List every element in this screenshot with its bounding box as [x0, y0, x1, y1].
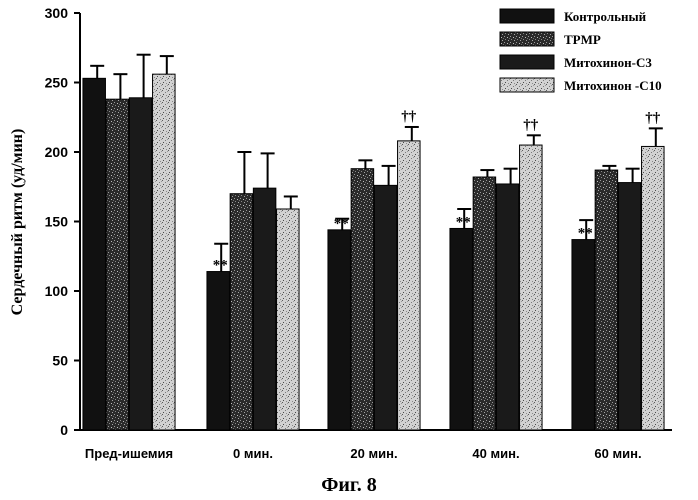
y-tick-label: 300 [45, 5, 69, 21]
annotations-group: ** ** ** ** †† †† †† [213, 109, 661, 274]
bar [276, 208, 300, 431]
category-label: Пред-ишемия [85, 446, 173, 461]
significance-marker: ** [578, 226, 593, 242]
bar [449, 227, 473, 431]
significance-marker: ** [456, 214, 471, 230]
bar [206, 271, 230, 431]
y-tick-label: 200 [45, 144, 69, 160]
bar [252, 187, 277, 431]
legend-swatch [499, 8, 555, 24]
bar [594, 169, 619, 431]
y-tick-label: 100 [45, 283, 69, 299]
bar [105, 98, 130, 431]
y-axis-label: Сердечный ритм (уд/мин) [9, 129, 26, 316]
bar [229, 193, 254, 431]
y-tick-label: 50 [52, 353, 68, 369]
bar [128, 97, 153, 431]
bar [495, 183, 520, 431]
category-label: 0 мин. [233, 446, 273, 461]
bar [327, 229, 351, 431]
significance-marker: †† [645, 110, 661, 126]
category-labels: Пред-ишемия 0 мин. 20 мин. 40 мин. 60 мин. [85, 446, 642, 461]
bar [641, 145, 665, 431]
legend-label: Митохинон-C3 [564, 55, 652, 70]
legend-label: Митохинон -C10 [564, 78, 662, 93]
category-label: 40 мин. [472, 446, 519, 461]
bars-group [82, 53, 665, 431]
legend: Контрольный TPMP Митохинон-C3 Митохинон -C1… [499, 8, 662, 93]
legend-swatch [499, 77, 555, 93]
significance-marker: ** [334, 216, 349, 232]
bar [519, 144, 543, 431]
y-tick-label: 250 [45, 75, 69, 91]
bar [617, 182, 642, 431]
figure-caption: Фиг. 8 [321, 474, 377, 496]
legend-label: TPMP [564, 32, 601, 47]
legend-label: Контрольный [564, 9, 647, 24]
y-tick-label: 0 [60, 422, 68, 438]
bar [350, 168, 375, 431]
bar [82, 77, 106, 431]
axes: 0 50 100 150 200 250 300 [45, 5, 672, 438]
significance-marker: ** [213, 258, 228, 274]
bar [472, 176, 497, 431]
category-label: 20 мин. [350, 446, 397, 461]
category-label: 60 мин. [594, 446, 641, 461]
significance-marker: †† [401, 109, 417, 125]
legend-swatch [499, 31, 555, 47]
bar [152, 73, 176, 431]
bar [373, 184, 398, 431]
bar [397, 140, 421, 431]
y-tick-label: 150 [45, 214, 69, 230]
legend-swatch [499, 54, 555, 70]
bar [571, 239, 595, 431]
significance-marker: †† [523, 117, 539, 133]
